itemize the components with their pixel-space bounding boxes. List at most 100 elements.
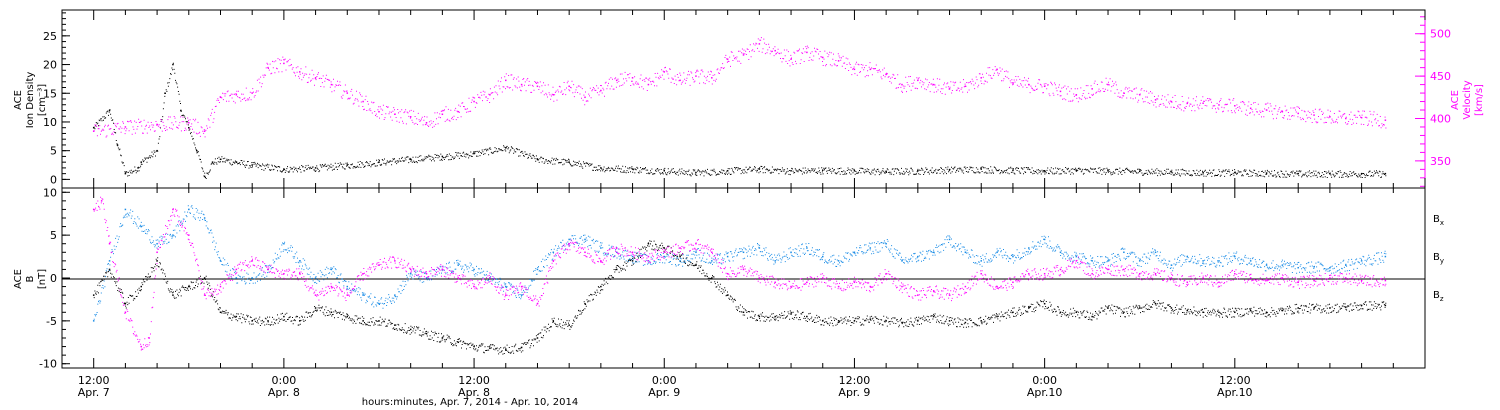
bfield-title-line1: ACE [13,269,24,289]
ion-density-point [180,109,182,112]
bz-point [1281,277,1284,279]
ion-density-point [821,169,824,171]
bx-point [600,285,602,288]
density-title-line3: [cm⁻³] [37,84,48,116]
x-tick-time: 0:00 [272,374,297,387]
by-point [584,238,586,241]
bz-point [267,268,269,271]
velocity-point [742,54,745,56]
by-point [108,260,111,262]
x-tick-date: Apr. 9 [838,386,870,399]
velocity-point [505,79,507,82]
bz-point [536,302,539,305]
bx-point [124,302,127,305]
x-tick-date: Apr.10 [1027,386,1063,399]
b-tick-label: 5 [50,229,57,242]
by-point [711,260,713,262]
bx-point [901,321,903,324]
bz-point [425,272,428,275]
bx-point [917,320,919,322]
x-tick-date: Apr. 9 [648,386,680,399]
b-tick-label: 10 [43,186,57,199]
bz-point [1123,268,1125,271]
by-point [362,294,364,296]
velocity-point [378,110,380,113]
ion-density-point [473,152,475,155]
ion-density-point [695,171,697,174]
bz-point [1170,277,1173,279]
velocity-trace [93,37,1387,138]
bx-point [1123,311,1125,314]
by-point [917,255,919,258]
ion-density-point [853,170,856,172]
ion-density-point [251,164,253,166]
bz-point [140,345,142,348]
bz-point [1043,272,1046,275]
bz-point [172,208,174,211]
density-tick-label: 20 [43,59,57,72]
velocity-point [726,58,729,60]
bx-trace [93,240,1387,355]
velocity-point [869,68,872,71]
bx-point [188,285,190,288]
bx-point [140,285,142,288]
bz-point [108,242,111,245]
by-point [314,277,317,279]
bz-point [505,294,507,296]
bx-point [298,320,301,322]
bz-point [441,268,444,271]
bx-point [726,294,729,296]
bz-point [409,268,412,271]
bx-point [219,311,222,314]
ion-density-point [1265,172,1268,174]
bz-trace [93,196,1387,351]
bz-point [283,272,285,275]
bz-point [932,290,935,292]
bx-point [1218,311,1220,314]
bz-point [742,268,745,271]
bx-point [980,320,982,322]
velocity-point [267,66,269,69]
ion-density-point [885,170,887,173]
bx-point [1249,309,1252,312]
velocity-point [679,79,681,82]
ion-density-point [1012,169,1014,171]
ion-density-point [1043,170,1046,172]
velocity-point [1091,88,1093,90]
velocity-point [631,77,634,79]
bx-point [1170,307,1173,309]
velocity-point [1059,90,1062,93]
ion-density-point [1138,170,1141,173]
velocity-point [457,110,459,113]
velocity-point [584,96,586,99]
bz-point [1313,279,1315,282]
bz-point [219,285,222,288]
by-point [394,294,396,296]
bx-point [1028,307,1030,309]
bz-point [1154,272,1157,275]
by-point [1297,266,1299,269]
x-tick-date: Apr. 7 [78,386,110,399]
bz-point [457,277,459,279]
velocity-point [1154,99,1157,101]
velocity-point [1297,112,1299,115]
bz-point [568,242,570,245]
b-tick-label: -5 [46,315,57,328]
velocity-point [837,60,840,62]
bz-point [1202,277,1204,279]
bz-point [600,260,602,262]
x-tick-time: 12:00 [839,374,871,387]
bx-point [758,315,761,318]
b-tick-label: -10 [39,358,57,371]
by-point [346,285,349,288]
x-axis-title: hours:minutes, Apr. 7, 2014 - Apr. 10, 2… [362,397,578,408]
top-panel-series [92,37,1387,180]
bz-point [1012,281,1014,284]
x-tick-time: 12:00 [458,374,490,387]
velocity-point [1186,102,1189,104]
by-point [1345,264,1347,266]
bz-point [853,281,856,284]
by-point [1234,255,1236,258]
ion-density-point [631,168,634,170]
